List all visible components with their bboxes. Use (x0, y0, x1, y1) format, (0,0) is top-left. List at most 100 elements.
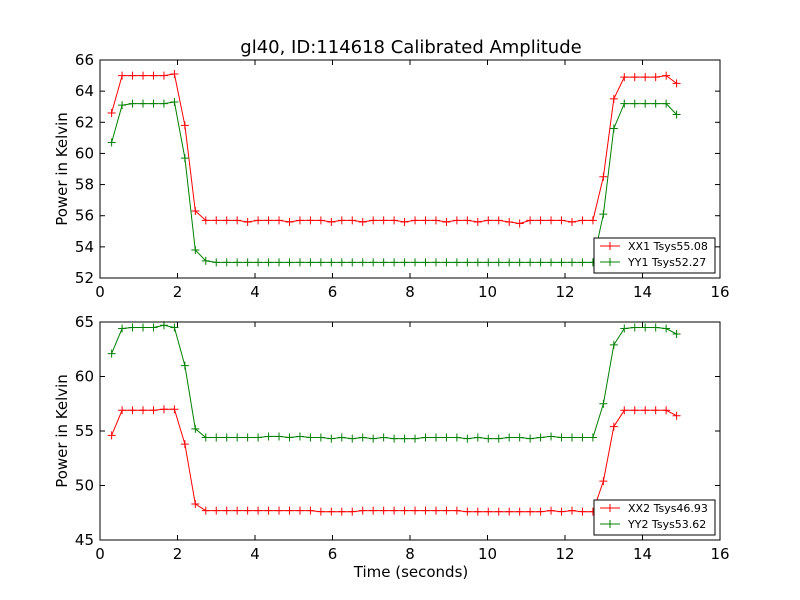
top-series-0-point (400, 217, 409, 226)
top-series-0-point (180, 121, 189, 130)
bottom-y-tick-label: 65 (75, 313, 94, 331)
top-series-1-point (191, 245, 200, 254)
bottom-series-0-point (672, 411, 681, 420)
bottom-series-1-point (567, 433, 576, 442)
bottom-series-0-point (431, 506, 440, 515)
top-series-1-point (212, 258, 221, 267)
top-series-1-point (264, 258, 273, 267)
bottom-x-tick-label: 6 (328, 545, 338, 563)
top-series-0-point (620, 73, 629, 82)
top-series-1-point (201, 256, 210, 265)
top-series-1-point (170, 98, 179, 107)
top-y-tick-label: 58 (75, 176, 94, 194)
top-series-1-point (557, 258, 566, 267)
top-series-0-point (536, 216, 545, 225)
bottom-series-0-point (442, 506, 451, 515)
bottom-series-1-point (609, 340, 618, 349)
bottom-series-1-point (494, 434, 503, 443)
top-series-1-point (421, 258, 430, 267)
top-series-0-point (149, 71, 158, 80)
bottom-series-0-point (233, 506, 242, 515)
bottom-series-0-point (536, 507, 545, 516)
bottom-series-1-point (275, 432, 284, 441)
bottom-series-1-point (620, 324, 629, 333)
top-series-0-point (337, 216, 346, 225)
bottom-series-1-point (421, 433, 430, 442)
top-series-0-point (452, 216, 461, 225)
top-series-1-point (337, 258, 346, 267)
top-series-0-point (641, 73, 650, 82)
top-legend: XX1 Tsys55.08 YY1 Tsys52.27 (593, 237, 716, 274)
top-series-1-point (662, 99, 671, 108)
bottom-series-0-point (316, 507, 325, 516)
top-series-0-point (567, 217, 576, 226)
top-series-0-point (442, 217, 451, 226)
bottom-series-1-point (306, 433, 315, 442)
bottom-legend: XX2 Tsys46.93 YY2 Tsys53.62 (593, 499, 716, 536)
top-series-0-point (107, 108, 116, 117)
bottom-series-1-point (400, 434, 409, 443)
top-series-1-point (400, 258, 409, 267)
top-series-1-point (128, 99, 137, 108)
top-series-1-point (411, 258, 420, 267)
top-series-0-point (494, 216, 503, 225)
top-legend-label-xx1: XX1 Tsys55.08 (628, 240, 708, 253)
bottom-series-0-point (505, 507, 514, 516)
bottom-series-1-point (473, 433, 482, 442)
top-series-1-point (515, 258, 524, 267)
top-series-0-point (379, 216, 388, 225)
bottom-y-axis-label: Power in Kelvin (53, 374, 71, 488)
top-series-1-point (316, 258, 325, 267)
bottom-x-tick-label: 14 (633, 545, 652, 563)
top-series-1-point (526, 258, 535, 267)
bottom-series-1-point (139, 323, 148, 332)
bottom-series-0-point (201, 506, 210, 515)
bottom-series-0-point (452, 506, 461, 515)
bottom-series-1-point (170, 323, 179, 332)
bottom-series-0-point (295, 506, 304, 515)
bottom-series-1-point (641, 323, 650, 332)
top-series-1-point (505, 258, 514, 267)
top-series-1-point (379, 258, 388, 267)
top-series-0-point (243, 217, 252, 226)
bottom-series-0-point (400, 506, 409, 515)
top-series-0-point (170, 70, 179, 79)
top-series-1-point (348, 258, 357, 267)
top-series-0-point (588, 216, 597, 225)
bottom-x-tick-label: 8 (405, 545, 415, 563)
top-series-0-point (191, 207, 200, 216)
top-series-0-point (358, 217, 367, 226)
bottom-series-0-point (212, 506, 221, 515)
top-series-1-point (222, 258, 231, 267)
top-series-1-point (107, 138, 116, 147)
bottom-series-1-point (316, 433, 325, 442)
bottom-series-1-point (431, 433, 440, 442)
top-series-1-point (620, 99, 629, 108)
bottom-series-0-point (473, 507, 482, 516)
bottom-series-1-point (463, 434, 472, 443)
top-series-1-point (139, 99, 148, 108)
top-series-0-point (212, 216, 221, 225)
bottom-series-1-point (651, 323, 660, 332)
bottom-series-0-point (557, 507, 566, 516)
top-series-1-point (473, 258, 482, 267)
top-series-1-point (463, 258, 472, 267)
bottom-series-0-point (599, 477, 608, 486)
bottom-series-0-point (390, 506, 399, 515)
bottom-x-tick-label: 12 (555, 545, 574, 563)
top-subplot-data (107, 70, 681, 267)
bottom-subplot-data (107, 321, 681, 516)
bottom-series-0-point (306, 506, 315, 515)
top-series-1-point (327, 258, 336, 267)
bottom-series-1-point (390, 434, 399, 443)
top-y-tick-label: 64 (75, 82, 94, 100)
top-series-0-point (128, 71, 137, 80)
top-series-1-point (599, 210, 608, 219)
top-subplot-ticks: 0 2 4 6 8 10 12 14 16 52 54 56 58 60 62 64 66 (75, 51, 730, 301)
top-series-0-point (431, 216, 440, 225)
bottom-series-1-point (662, 324, 671, 333)
top-series-0-point (233, 216, 242, 225)
top-series-1-point (651, 99, 660, 108)
bottom-series-0-point (369, 506, 378, 515)
